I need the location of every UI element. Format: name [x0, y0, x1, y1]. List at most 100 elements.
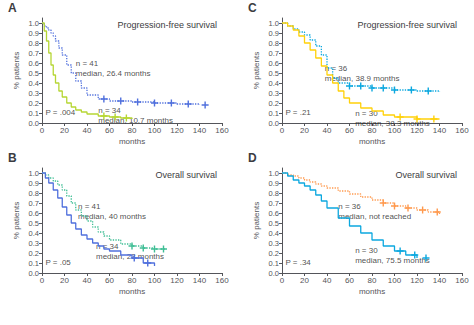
svg-text:median, 38.9 months: median, 38.9 months [325, 74, 400, 83]
svg-text:median, 38.3 months: median, 38.3 months [355, 119, 430, 128]
svg-text:0.8: 0.8 [29, 39, 39, 48]
svg-text:0.3: 0.3 [29, 89, 39, 98]
svg-text:n = 30: n = 30 [355, 246, 378, 255]
svg-text:0.3: 0.3 [29, 239, 39, 248]
svg-text:1.0: 1.0 [269, 19, 279, 28]
svg-text:C: C [248, 1, 257, 15]
svg-text:0.5: 0.5 [269, 69, 279, 78]
svg-text:0.5: 0.5 [29, 219, 39, 228]
svg-text:120: 120 [170, 276, 184, 285]
svg-text:P = .05: P = .05 [45, 258, 71, 267]
svg-text:80: 80 [128, 126, 137, 135]
svg-text:120: 120 [170, 126, 184, 135]
svg-text:months: months [359, 137, 385, 146]
svg-text:80: 80 [128, 276, 137, 285]
svg-text:P = .21: P = .21 [285, 108, 311, 117]
svg-text:0.6: 0.6 [269, 59, 279, 68]
svg-text:months: months [119, 287, 145, 296]
svg-text:0.4: 0.4 [269, 79, 279, 88]
svg-text:0.8: 0.8 [29, 189, 39, 198]
svg-text:n = 36: n = 36 [338, 202, 361, 211]
svg-text:40: 40 [83, 276, 92, 285]
svg-text:0.9: 0.9 [269, 179, 279, 188]
svg-text:median, 40 months: median, 40 months [78, 212, 146, 221]
svg-text:0.9: 0.9 [29, 179, 39, 188]
svg-text:0: 0 [280, 126, 285, 135]
svg-text:0.2: 0.2 [269, 249, 279, 258]
svg-text:Overall survival: Overall survival [155, 170, 217, 180]
svg-text:0.1: 0.1 [29, 109, 39, 118]
svg-text:0.5: 0.5 [29, 69, 39, 78]
svg-text:0.8: 0.8 [269, 189, 279, 198]
svg-text:P = .34: P = .34 [285, 258, 311, 267]
svg-text:Progression-free survival: Progression-free survival [117, 20, 217, 30]
svg-text:0.0: 0.0 [29, 119, 39, 128]
svg-text:n = 41: n = 41 [76, 59, 99, 68]
svg-text:100: 100 [388, 276, 402, 285]
svg-text:140: 140 [433, 126, 447, 135]
svg-text:Overall survival: Overall survival [395, 170, 457, 180]
svg-text:1.0: 1.0 [29, 19, 39, 28]
svg-text:40: 40 [83, 126, 92, 135]
svg-text:0.1: 0.1 [269, 109, 279, 118]
svg-text:20: 20 [60, 126, 69, 135]
svg-text:140: 140 [433, 276, 447, 285]
svg-text:months: months [359, 287, 385, 296]
svg-text:0.0: 0.0 [269, 269, 279, 278]
svg-text:20: 20 [60, 276, 69, 285]
svg-text:P = .004: P = .004 [45, 108, 75, 117]
svg-text:140: 140 [193, 276, 207, 285]
svg-text:0.3: 0.3 [269, 89, 279, 98]
svg-text:0.9: 0.9 [29, 29, 39, 38]
svg-text:median, 75.5 months: median, 75.5 months [355, 256, 430, 265]
svg-text:0.4: 0.4 [29, 79, 39, 88]
svg-text:0.5: 0.5 [269, 219, 279, 228]
svg-text:0.1: 0.1 [269, 259, 279, 268]
svg-text:0.3: 0.3 [269, 239, 279, 248]
svg-text:140: 140 [193, 126, 207, 135]
svg-text:% patients: % patients [12, 52, 21, 89]
svg-text:160: 160 [215, 126, 229, 135]
svg-text:160: 160 [455, 276, 469, 285]
svg-text:100: 100 [148, 126, 162, 135]
svg-text:160: 160 [215, 276, 229, 285]
svg-text:0.6: 0.6 [29, 59, 39, 68]
svg-text:20: 20 [300, 276, 309, 285]
svg-text:Progression-free survival: Progression-free survival [357, 20, 457, 30]
svg-text:0: 0 [280, 276, 285, 285]
svg-text:0.0: 0.0 [269, 119, 279, 128]
svg-text:n = 41: n = 41 [78, 202, 101, 211]
svg-text:0.8: 0.8 [269, 39, 279, 48]
svg-text:0.6: 0.6 [269, 209, 279, 218]
svg-text:% patients: % patients [252, 202, 261, 239]
svg-text:D: D [248, 151, 257, 165]
svg-text:0.2: 0.2 [29, 99, 39, 108]
svg-text:0.2: 0.2 [29, 249, 39, 258]
svg-text:1.0: 1.0 [29, 169, 39, 178]
svg-text:0.9: 0.9 [269, 29, 279, 38]
svg-text:median, 23 months: median, 23 months [96, 252, 164, 261]
svg-text:60: 60 [105, 276, 114, 285]
svg-text:median, 26.4 months: median, 26.4 months [76, 69, 151, 78]
svg-text:40: 40 [323, 126, 332, 135]
svg-text:60: 60 [105, 126, 114, 135]
svg-text:0.6: 0.6 [29, 209, 39, 218]
svg-text:1.0: 1.0 [269, 169, 279, 178]
svg-text:0.2: 0.2 [269, 99, 279, 108]
svg-text:0: 0 [40, 276, 45, 285]
svg-text:% patients: % patients [252, 52, 261, 89]
svg-text:60: 60 [345, 126, 354, 135]
svg-text:100: 100 [148, 276, 162, 285]
svg-text:0.7: 0.7 [269, 49, 279, 58]
svg-text:0.0: 0.0 [29, 269, 39, 278]
svg-text:months: months [119, 137, 145, 146]
svg-text:40: 40 [323, 276, 332, 285]
svg-text:A: A [8, 1, 17, 15]
svg-text:80: 80 [368, 276, 377, 285]
svg-text:0: 0 [40, 126, 45, 135]
svg-text:60: 60 [345, 276, 354, 285]
svg-text:n = 30: n = 30 [355, 109, 378, 118]
svg-text:0.7: 0.7 [29, 199, 39, 208]
svg-text:% patients: % patients [12, 202, 21, 239]
svg-text:0.1: 0.1 [29, 259, 39, 268]
